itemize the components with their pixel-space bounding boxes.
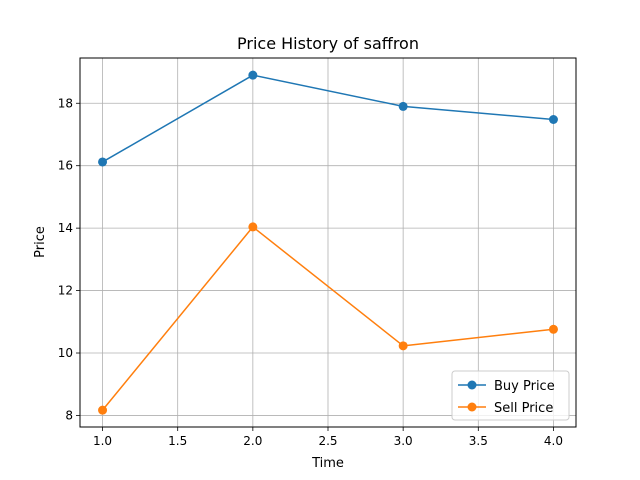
data-point-sell-price	[248, 222, 258, 232]
x-tick-label: 2.0	[243, 434, 262, 448]
y-tick-label: 12	[58, 284, 73, 298]
x-tick-label: 4.0	[544, 434, 563, 448]
data-point-buy-price	[548, 115, 558, 124]
data-point-sell-price	[398, 341, 408, 351]
data-point-sell-price	[98, 405, 108, 415]
grid-lines	[80, 58, 576, 427]
y-tick-label: 18	[58, 96, 73, 110]
chart-title: Price History of saffron	[237, 34, 419, 53]
x-axis-title: Time	[311, 456, 344, 471]
data-point-sell-price	[548, 324, 558, 334]
y-tick-label: 8	[65, 408, 73, 422]
x-tick-label: 1.5	[168, 434, 187, 448]
legend-marker-sell-price	[467, 402, 477, 412]
data-point-buy-price	[248, 70, 258, 80]
data-point-buy-price	[398, 101, 408, 111]
y-tick-label: 14	[58, 221, 73, 235]
data-point-buy-price	[98, 157, 108, 167]
series-line-sell-price	[101, 226, 554, 411]
legend-marker-buy-price	[467, 380, 477, 390]
x-tick-label: 2.5	[318, 434, 337, 448]
y-axis-title: Price	[33, 226, 48, 258]
series-line-buy-price	[102, 74, 554, 163]
y-tick-label: 16	[58, 159, 73, 173]
x-tick-label: 1.0	[93, 434, 112, 448]
plot-series	[98, 70, 558, 415]
x-tick-label: 3.0	[394, 434, 413, 448]
legend-label-buy-price: Buy Price	[494, 379, 555, 394]
legend: Buy Price Sell Price	[451, 370, 570, 421]
legend-label-sell-price: Sell Price	[494, 401, 553, 416]
axis-ticks: 1.0 1.5 2.0 2.5 3.0 3.5 4.0 8 10 12 14 16 18	[58, 96, 563, 448]
x-tick-label: 3.5	[469, 434, 488, 448]
y-tick-label: 10	[58, 346, 73, 360]
